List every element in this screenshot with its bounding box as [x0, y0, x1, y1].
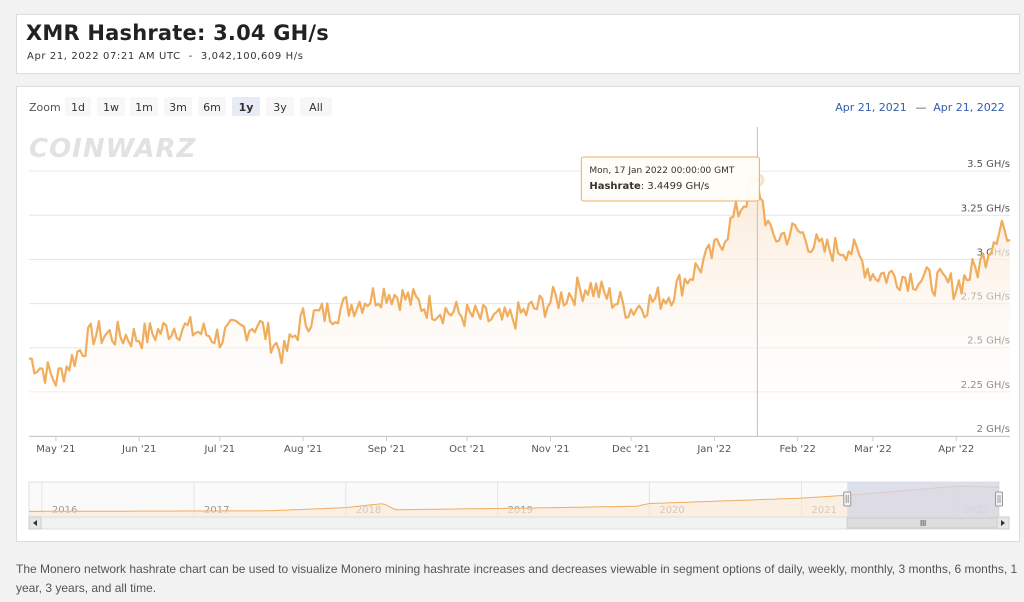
range-to[interactable]: Apr 21, 2022: [933, 101, 1005, 114]
zoom-button-label[interactable]: 1d: [71, 101, 85, 114]
x-tick-label: May '21: [36, 444, 75, 455]
subtitle-separator: -: [188, 51, 193, 62]
x-tick-label: Nov '21: [531, 444, 569, 455]
tooltip-series-label: Hashrate: [589, 181, 641, 192]
zoom-button-bg[interactable]: [232, 97, 260, 116]
range-dash: —: [916, 101, 927, 114]
zoom-button-label[interactable]: All: [309, 101, 323, 114]
x-tick-label: Aug '21: [284, 444, 322, 455]
scrollbar-right-arrow[interactable]: [996, 516, 1010, 530]
zoom-button-bg[interactable]: [198, 97, 226, 116]
zoom-button-bg[interactable]: [65, 97, 91, 116]
range-from[interactable]: Apr 21, 2021: [835, 101, 907, 114]
timestamp: Apr 21, 2022 07:21 AM UTC: [27, 51, 181, 62]
zoom-button-label[interactable]: 6m: [203, 101, 221, 114]
tooltip-value-line: Hashrate: 3.4499 GH/s: [589, 181, 709, 192]
zoom-button-label[interactable]: 3m: [169, 101, 187, 114]
zoom-button-1y[interactable]: 1y: [232, 97, 260, 116]
arrow-left-icon: [33, 520, 37, 526]
arrow-right-icon: [1001, 520, 1005, 526]
scrollbar-left-arrow[interactable]: [28, 516, 42, 530]
tooltip-colon: :: [641, 181, 648, 192]
zoom-button-3y[interactable]: 3y: [266, 97, 294, 116]
zoom-button-label[interactable]: 3y: [273, 101, 287, 114]
navigator-series-area: [29, 486, 999, 517]
coinwarz-watermark: COINWARZ: [29, 134, 197, 164]
hashrate-area: [29, 176, 1010, 436]
chart-description: The Monero network hashrate chart can be…: [16, 562, 1018, 595]
zoom-button-6m[interactable]: 6m: [198, 97, 226, 116]
navigator-handle-left[interactable]: [843, 491, 852, 507]
zoom-button-bg[interactable]: [130, 97, 158, 116]
tooltip-date: Mon, 17 Jan 2022 00:00:00 GMT: [589, 166, 735, 176]
x-tick-label: Feb '22: [779, 444, 815, 455]
zoom-button-3m[interactable]: 3m: [164, 97, 192, 116]
zoom-button-bg[interactable]: [300, 97, 332, 116]
tooltip: Mon, 17 Jan 2022 00:00:00 GMT Hashrate: 3…: [580, 156, 760, 202]
chart-panel: COINWARZ2 GH/s2.25 GH/s2.5 GH/s2.75 GH/s…: [16, 86, 1020, 542]
tooltip-box: [580, 156, 760, 202]
exact-hashrate: 3,042,100,609 H/s: [200, 51, 304, 62]
x-tick-label: Mar '22: [854, 444, 892, 455]
hashrate-line[interactable]: [28, 175, 1011, 387]
title-panel: XMR Hashrate: 3.04 GH/s Apr 21, 2022 07:…: [16, 14, 1020, 74]
zoom-button-1d[interactable]: 1d: [65, 97, 91, 116]
zoom-button-label[interactable]: 1w: [103, 101, 119, 114]
y-tick-label: 3.25 GH/s: [961, 203, 1010, 214]
y-tick-label: 3.5 GH/s: [967, 159, 1010, 170]
x-tick-label: Oct '21: [449, 444, 485, 455]
x-tick-label: Dec '21: [612, 444, 650, 455]
navigator-handle-grip[interactable]: [995, 491, 1003, 507]
x-tick-label: Jun '21: [121, 444, 156, 455]
x-tick-label: Jul '21: [203, 444, 235, 455]
page-title: XMR Hashrate: 3.04 GH/s: [26, 21, 329, 45]
zoom-button-All[interactable]: All: [300, 97, 332, 116]
navigator-series-line: [29, 485, 1000, 512]
navigator-handle-right[interactable]: [995, 491, 1003, 507]
zoom-label: Zoom: [29, 101, 61, 114]
zoom-button-bg[interactable]: [97, 97, 125, 116]
navigator-handle-grip[interactable]: [843, 491, 852, 507]
navigator-selection[interactable]: [847, 482, 999, 517]
hashrate-chart[interactable]: COINWARZ2 GH/s2.25 GH/s2.5 GH/s2.75 GH/s…: [17, 87, 1020, 542]
tooltip-value: 3.4499 GH/s: [647, 181, 709, 192]
zoom-button-1w[interactable]: 1w: [97, 97, 125, 116]
zoom-button-label[interactable]: 1m: [135, 101, 153, 114]
zoom-button-1m[interactable]: 1m: [130, 97, 158, 116]
navigator-year-label: 2016: [52, 505, 77, 516]
x-tick-label: Apr '22: [938, 444, 974, 455]
subtitle: Apr 21, 2022 07:21 AM UTC -3,042,100,609 …: [27, 51, 304, 62]
x-tick-label: Sep '21: [368, 444, 406, 455]
zoom-button-bg[interactable]: [164, 97, 192, 116]
zoom-button-bg[interactable]: [266, 97, 294, 116]
x-tick-label: Jan '22: [696, 444, 731, 455]
zoom-button-label[interactable]: 1y: [239, 101, 254, 114]
